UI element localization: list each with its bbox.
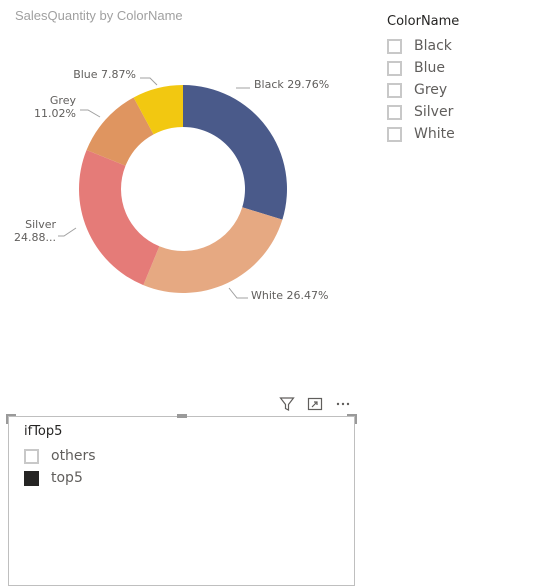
iftop5-slicer-visual[interactable] bbox=[6, 414, 357, 586]
chart-title: SalesQuantity by ColorName bbox=[15, 8, 183, 23]
resize-handle[interactable] bbox=[6, 414, 16, 424]
donut-chart[interactable]: Black 29.76% White 26.47% Silver 24.88... Gr… bbox=[0, 30, 370, 320]
leader-line-white bbox=[228, 287, 248, 299]
checkbox-checked[interactable] bbox=[24, 470, 39, 486]
leader-line-blue bbox=[140, 77, 158, 86]
slicer-item-label: top5 bbox=[51, 470, 83, 486]
more-options-icon[interactable] bbox=[334, 395, 352, 413]
slicer-item-label: Grey bbox=[414, 82, 448, 98]
colorname-item-black[interactable]: Black bbox=[387, 35, 455, 57]
donut-slice-blue[interactable] bbox=[133, 85, 183, 135]
donut-slice-white[interactable] bbox=[143, 207, 283, 294]
donut-slice-silver[interactable] bbox=[78, 150, 160, 286]
colorname-item-grey[interactable]: Grey bbox=[387, 79, 455, 101]
slicer-item-label: Blue bbox=[414, 60, 445, 76]
data-label-white: White 26.47% bbox=[251, 289, 328, 302]
checkbox[interactable] bbox=[387, 126, 402, 142]
focus-mode-icon[interactable] bbox=[306, 395, 324, 413]
leader-line-grey bbox=[80, 109, 101, 118]
checkbox[interactable] bbox=[387, 104, 402, 120]
data-label-blue: Blue 7.87% bbox=[73, 68, 136, 81]
checkbox[interactable] bbox=[387, 38, 402, 54]
checkbox[interactable] bbox=[387, 60, 402, 76]
iftop5-slicer-list: others top5 bbox=[24, 445, 96, 489]
colorname-slicer-title: ColorName bbox=[387, 14, 460, 29]
colorname-item-white[interactable]: White bbox=[387, 123, 455, 145]
filter-icon[interactable] bbox=[278, 395, 296, 413]
colorname-item-blue[interactable]: Blue bbox=[387, 57, 455, 79]
iftop5-slicer-title: ifTop5 bbox=[24, 424, 63, 439]
data-label-black: Black 29.76% bbox=[254, 78, 329, 91]
iftop5-item-others[interactable]: others bbox=[24, 445, 96, 467]
resize-handle[interactable] bbox=[177, 414, 187, 418]
slicer-item-label: Black bbox=[414, 38, 452, 54]
donut-slice-grey[interactable] bbox=[86, 97, 154, 166]
leader-line-silver bbox=[58, 227, 77, 237]
data-label-grey: Grey 11.02% bbox=[34, 94, 76, 120]
slicer-item-label: others bbox=[51, 448, 96, 464]
checkbox[interactable] bbox=[387, 82, 402, 98]
data-label-silver: Silver 24.88... bbox=[14, 218, 56, 244]
slicer-item-label: Silver bbox=[414, 104, 454, 120]
colorname-slicer-list: Black Blue Grey Silver White bbox=[387, 35, 455, 145]
colorname-item-silver[interactable]: Silver bbox=[387, 101, 455, 123]
slicer-item-label: White bbox=[414, 126, 455, 142]
visual-header-toolbar bbox=[278, 395, 352, 413]
checkbox[interactable] bbox=[24, 448, 39, 464]
iftop5-item-top5[interactable]: top5 bbox=[24, 467, 96, 489]
resize-handle[interactable] bbox=[347, 414, 357, 424]
donut-slice-black[interactable] bbox=[183, 85, 287, 220]
